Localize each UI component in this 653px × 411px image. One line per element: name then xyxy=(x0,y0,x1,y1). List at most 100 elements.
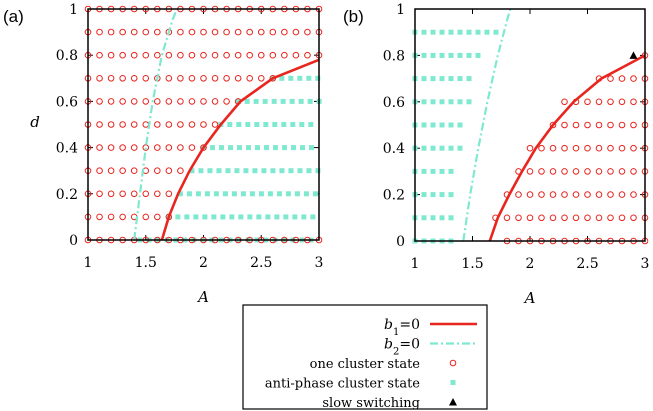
one-cluster-point xyxy=(130,75,138,82)
one-cluster-point xyxy=(584,98,591,106)
one-cluster-point xyxy=(269,28,277,36)
one-cluster-point xyxy=(119,190,126,198)
x-axis-label: A xyxy=(523,289,536,307)
anti-phase-point xyxy=(244,98,250,104)
one-cluster-point xyxy=(246,51,253,59)
one-cluster-point xyxy=(572,168,580,175)
one-cluster-point xyxy=(304,28,311,36)
anti-phase-point xyxy=(202,214,208,220)
one-cluster-point xyxy=(200,121,207,128)
one-cluster-point xyxy=(549,191,557,198)
one-cluster-point xyxy=(96,28,103,36)
one-cluster-point xyxy=(165,75,173,82)
one-cluster-point xyxy=(142,98,150,105)
anti-phase-point xyxy=(193,214,199,220)
b2-curve xyxy=(462,8,512,242)
one-cluster-point xyxy=(607,144,614,152)
anti-phase-point xyxy=(421,52,427,58)
anti-phase-point xyxy=(307,98,313,104)
one-cluster-point xyxy=(538,214,545,222)
y-tick-label: 0.6 xyxy=(383,95,405,111)
one-cluster-point xyxy=(119,51,126,59)
anti-phase-point xyxy=(448,99,454,105)
one-cluster-point xyxy=(107,51,115,59)
one-cluster-point xyxy=(538,144,545,152)
anti-phase-point xyxy=(421,145,427,151)
one-cluster-point xyxy=(96,190,103,198)
one-cluster-point xyxy=(618,214,626,222)
plot-frame xyxy=(414,8,646,242)
anti-phase-point xyxy=(280,98,286,104)
anti-phase-point xyxy=(256,214,262,220)
one-cluster-point xyxy=(165,144,173,151)
panel-label: (b) xyxy=(343,7,364,26)
one-cluster-point xyxy=(200,28,207,36)
one-cluster-point xyxy=(234,51,242,59)
anti-phase-point xyxy=(439,99,445,105)
one-cluster-point xyxy=(130,121,138,128)
one-cluster-point xyxy=(142,28,150,36)
one-cluster-point xyxy=(96,51,103,59)
legend-label: slow switching xyxy=(322,396,420,411)
anti-phase-point xyxy=(466,52,472,58)
anti-phase-point xyxy=(265,214,271,220)
anti-phase-point xyxy=(421,29,427,35)
anti-phase-point xyxy=(216,168,222,174)
anti-phase-point xyxy=(301,214,307,220)
one-cluster-point xyxy=(292,51,300,59)
one-cluster-point xyxy=(154,28,161,36)
one-cluster-point xyxy=(130,190,138,198)
one-cluster-point xyxy=(538,168,545,175)
one-cluster-point xyxy=(304,51,311,59)
anti-phase-point xyxy=(292,214,298,220)
y-tick-label: 0.6 xyxy=(56,94,78,110)
y-tick-label: 0.2 xyxy=(383,188,405,204)
one-cluster-point xyxy=(234,28,242,36)
anti-phase-point xyxy=(238,214,244,220)
one-cluster-point xyxy=(130,28,138,36)
one-cluster-point xyxy=(119,167,126,174)
one-cluster-point xyxy=(607,168,614,175)
anti-phase-point xyxy=(308,122,314,127)
anti-phase-point xyxy=(421,215,427,221)
one-cluster-point xyxy=(119,121,126,128)
one-cluster-point xyxy=(257,28,265,36)
one-cluster-point xyxy=(177,167,184,174)
one-cluster-point xyxy=(561,98,568,106)
anti-phase-point xyxy=(243,168,249,174)
one-cluster-point xyxy=(119,213,126,221)
one-cluster-point xyxy=(188,98,196,105)
one-cluster-point xyxy=(142,121,150,128)
one-cluster-point xyxy=(630,144,637,152)
one-cluster-point xyxy=(549,121,557,129)
one-cluster-point xyxy=(549,144,557,152)
anti-phase-point xyxy=(219,145,224,151)
anti-phase-point xyxy=(312,191,318,197)
anti-phase-point xyxy=(272,122,278,127)
one-cluster-point xyxy=(630,191,637,198)
anti-phase-point xyxy=(439,122,445,128)
one-cluster-point xyxy=(234,75,242,82)
one-cluster-point xyxy=(165,51,173,59)
one-cluster-point xyxy=(96,144,103,151)
one-cluster-point xyxy=(107,98,115,105)
anti-phase-point xyxy=(184,214,190,220)
anti-phase-point xyxy=(186,191,192,197)
one-cluster-point xyxy=(223,28,230,36)
one-cluster-point xyxy=(130,144,138,151)
one-cluster-point xyxy=(211,75,219,82)
anti-phase-point xyxy=(231,191,237,197)
one-cluster-point xyxy=(119,75,126,82)
one-cluster-point xyxy=(130,51,138,59)
anti-phase-point xyxy=(281,122,287,127)
legend-anti-swatch xyxy=(450,380,456,385)
anti-phase-point xyxy=(252,168,258,174)
one-cluster-point xyxy=(618,75,626,82)
x-tick-label: 2 xyxy=(526,256,535,272)
one-cluster-point xyxy=(281,28,288,36)
anti-phase-point xyxy=(439,192,445,198)
panel-b: (b) A 1 1.5 2 2.5 3 0 0.2 0.4 0.6 0.8 1 xyxy=(343,2,649,307)
y-tick-label: 0 xyxy=(69,233,78,249)
anti-phase-point xyxy=(299,122,305,127)
anti-phase-point xyxy=(247,214,253,220)
